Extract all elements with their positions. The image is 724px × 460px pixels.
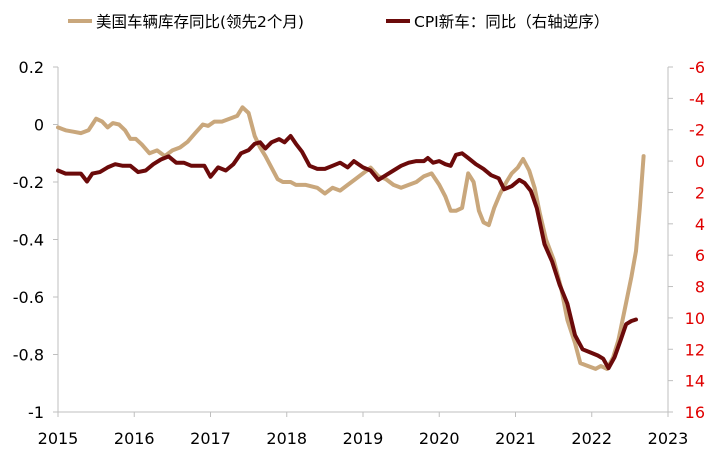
y-right-tick-label: -6 — [689, 58, 705, 77]
y-left-tick-label: -0.4 — [13, 231, 44, 250]
x-tick-label: 2023 — [648, 429, 689, 448]
y-right-tick-label: 4 — [695, 215, 705, 234]
y-right-tick-label: 0 — [695, 152, 705, 171]
x-tick-label: 2022 — [571, 429, 612, 448]
legend: 美国车辆库存同比(领先2个月) CPI新车：同比（右轴逆序） — [68, 13, 609, 31]
y-right-tick-label: 8 — [695, 278, 705, 297]
y-right-tick-label: 6 — [695, 246, 705, 265]
y-left-tick-label: 0.2 — [19, 58, 44, 77]
x-tick-label: 2018 — [266, 429, 307, 448]
x-tick-label: 2016 — [114, 429, 155, 448]
y-left-tick-label: 0 — [34, 116, 44, 135]
y-right-tick-label: -4 — [689, 89, 705, 108]
axes: 0.2 0 -0.2 -0.4 -0.6 -0.8 -1 -6 -4 -2 0 2 4 6 8 10 12 14 1… — [13, 58, 705, 448]
legend-label-cpi: CPI新车：同比（右轴逆序） — [414, 13, 609, 31]
x-tick-label: 2021 — [495, 429, 536, 448]
series-line-inventory — [56, 105, 646, 371]
y-right-tick-label: 2 — [695, 183, 705, 202]
series-layer — [56, 105, 646, 371]
x-tick-label: 2017 — [190, 429, 231, 448]
y-right-tick-label: 12 — [685, 340, 705, 359]
y-right-tick-label: -2 — [689, 121, 705, 140]
y-left-tick-label: -0.2 — [13, 173, 44, 192]
x-tick-label: 2019 — [343, 429, 384, 448]
legend-label-inventory: 美国车辆库存同比(领先2个月) — [96, 13, 304, 31]
y-left-tick-label: -0.6 — [13, 288, 44, 307]
series-line-cpi — [56, 134, 638, 371]
y-right-tick-label: 16 — [685, 403, 705, 422]
y-right-tick-label: 10 — [685, 309, 705, 328]
x-tick-label: 2020 — [419, 429, 460, 448]
y-left-tick-label: -1 — [28, 403, 44, 422]
y-right-tick-label: 14 — [685, 372, 705, 391]
y-left-tick-label: -0.8 — [13, 346, 44, 365]
x-tick-label: 2015 — [38, 429, 79, 448]
